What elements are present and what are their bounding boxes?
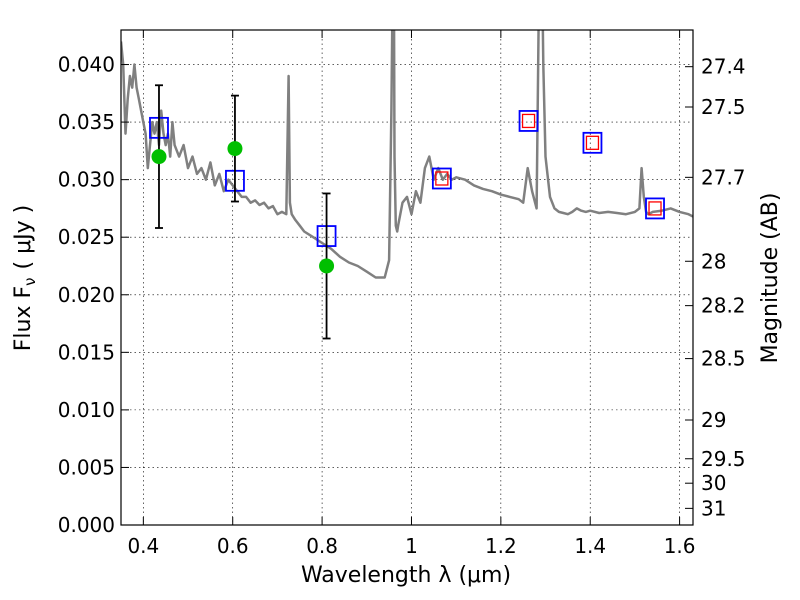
x-tick-label: 0.6 — [217, 534, 249, 558]
x-tick-label: 0.4 — [127, 534, 159, 558]
spectrum-line — [121, 30, 693, 279]
model-box-marker — [431, 167, 452, 190]
y2-tick-label: 28 — [701, 249, 726, 273]
y2-axis-label: Magnitude (AB) — [758, 193, 783, 364]
y-tick-label: 0.005 — [58, 455, 115, 479]
observed-point — [151, 149, 167, 165]
observed-point — [319, 258, 335, 274]
y-tick-label: 0.040 — [58, 53, 115, 77]
y-axis-label-unit: ( μJy ) — [11, 205, 36, 270]
data-layer — [121, 30, 693, 340]
y2-tick-label: 27.7 — [701, 165, 746, 189]
y2-tick-label: 28.5 — [701, 347, 746, 371]
grid — [121, 30, 693, 526]
y2-tick-label: 29.5 — [701, 447, 746, 471]
x-tick-label: 1.4 — [574, 534, 606, 558]
plot-frame — [120, 29, 694, 526]
y2-tick-label: 27.4 — [701, 55, 746, 79]
model-box-marker — [645, 197, 665, 220]
y2-tick-label: 27.5 — [701, 95, 746, 119]
axes: 0.4 0.6 0.8 1 1.2 1.4 1.6 0.000 0.005 0.010 0.015 0… — [58, 30, 746, 558]
y2-tick-label: 31 — [701, 496, 726, 520]
model-box-marker — [582, 131, 603, 154]
y-axis-label: Flux Fν ( μJy ) — [11, 205, 39, 351]
y-tick-label: 0.035 — [58, 110, 115, 134]
inner-box-marker — [648, 201, 662, 216]
x-tick-label: 1.6 — [664, 534, 696, 558]
y-axis-label-sub: ν — [21, 277, 39, 285]
y-tick-label: 0.025 — [58, 225, 115, 249]
y-tick-label: 0.030 — [58, 168, 115, 192]
x-axis-label: Wavelength λ (μm) — [301, 563, 511, 588]
x-tick-label: 1 — [405, 534, 418, 558]
model-box-marker — [518, 110, 539, 132]
x-tick-label: 1.2 — [485, 534, 517, 558]
y-tick-label: 0.010 — [58, 398, 115, 422]
y2-tick-label: 28.2 — [701, 294, 746, 318]
y-tick-label: 0.015 — [58, 340, 115, 364]
y-axis-label-main: Flux F — [11, 286, 36, 351]
y-tick-label: 0.020 — [58, 283, 115, 307]
y-tick-label: 0.000 — [58, 513, 115, 537]
observed-point — [227, 141, 243, 157]
inner-box-marker — [585, 135, 600, 150]
x-tick-label: 0.8 — [306, 534, 338, 558]
inner-box-marker — [435, 171, 449, 186]
y2-tick-label: 30 — [701, 471, 726, 495]
inner-box-marker — [521, 113, 536, 129]
y2-tick-label: 29 — [701, 408, 726, 432]
